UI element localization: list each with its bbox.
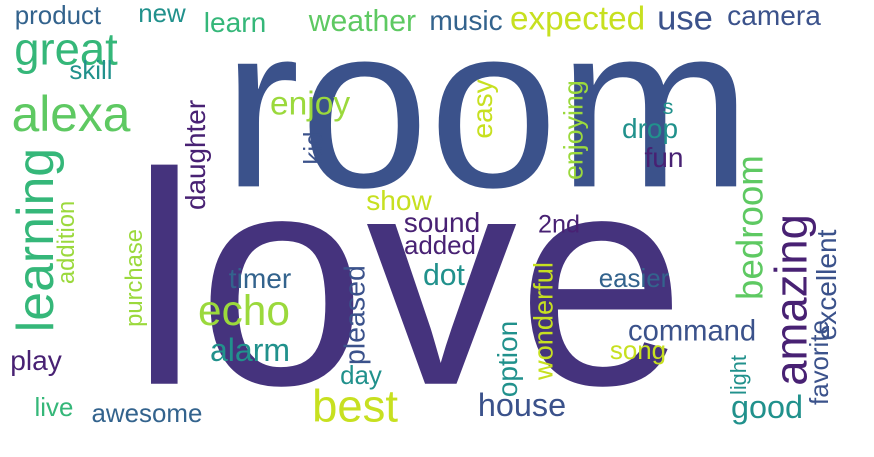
word-fun: fun — [644, 141, 684, 173]
word-option: option — [491, 320, 523, 398]
word-camera: camera — [727, 0, 821, 31]
word-great: great — [14, 23, 118, 75]
word-skill: skill — [69, 57, 113, 86]
word-weather: weather — [308, 4, 417, 38]
word-drop: drop — [622, 113, 679, 145]
word-sound: sound — [403, 206, 481, 238]
word-enjoy: enjoy — [270, 85, 351, 123]
word-echo: echo — [198, 286, 290, 334]
word-purchase: purchase — [121, 228, 149, 327]
word-show: show — [366, 184, 432, 216]
word-timer: timer — [228, 262, 292, 294]
word-music: music — [429, 4, 503, 36]
word-best: best — [312, 380, 398, 432]
word-expected: expected — [510, 0, 646, 38]
word-command: command — [628, 315, 757, 348]
word-easier: easier — [598, 265, 670, 294]
word-live: live — [34, 394, 74, 423]
word-kid: kid — [300, 131, 329, 165]
word-room: room — [222, 0, 752, 237]
word-new: new — [138, 0, 186, 29]
word-day: day — [340, 362, 382, 391]
word-alarm: alarm — [210, 332, 291, 369]
word-song: song — [609, 337, 667, 366]
word-play: play — [10, 344, 62, 376]
word-bedroom: bedroom — [729, 155, 771, 300]
word-easy: easy — [466, 79, 498, 139]
word-dot: dot — [422, 258, 465, 292]
word-favorite: favorite — [806, 320, 835, 405]
word-wonderful: wonderful — [527, 262, 559, 380]
word-added: added — [403, 232, 476, 261]
word-product: product — [14, 2, 102, 31]
word-addition: addition — [53, 200, 81, 285]
word-learn: learn — [203, 6, 267, 38]
word-alexa: alexa — [11, 86, 131, 143]
word-daughter: daughter — [180, 99, 212, 210]
word-house: house — [477, 386, 567, 423]
word-awesome: awesome — [91, 400, 203, 429]
word-love: love — [130, 110, 686, 449]
word-good: good — [730, 388, 804, 425]
word-s: s — [662, 94, 674, 120]
word-pleased: pleased — [339, 265, 372, 365]
word-enjoying: enjoying — [558, 80, 589, 180]
word-use: use — [657, 0, 713, 38]
word-2nd: 2nd — [538, 210, 581, 239]
